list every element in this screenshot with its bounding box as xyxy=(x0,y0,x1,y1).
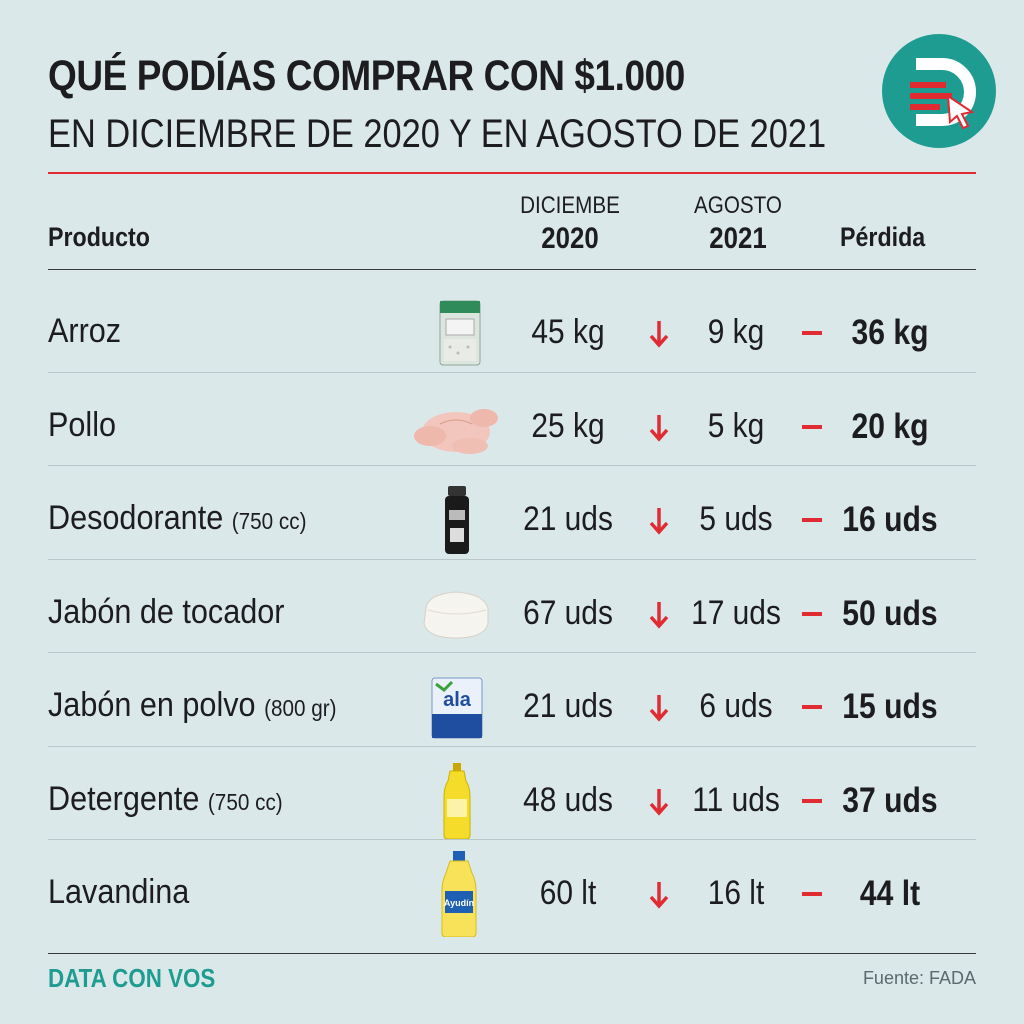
minus-icon xyxy=(802,611,822,616)
page-title: QUÉ PODÍAS COMPRAR CON $1.000 xyxy=(48,52,685,100)
value-loss: 36 kg xyxy=(851,313,929,352)
row-divider xyxy=(48,372,976,373)
product-name: Desodorante (750 cc) xyxy=(48,499,307,538)
product-name: Jabón de tocador xyxy=(48,593,284,632)
value-dec-2020: 21 uds xyxy=(523,500,613,538)
row-divider xyxy=(48,559,976,560)
product-label: Pollo xyxy=(48,405,117,444)
table-row: Lavandina Ayudín 60 lt 16 lt 44 lt xyxy=(0,847,1024,940)
value-dec-2020: 45 kg xyxy=(531,313,605,351)
header-aug-year: 2021 xyxy=(709,222,767,255)
product-label: Detergente xyxy=(48,779,200,818)
header-product: Producto xyxy=(48,222,150,252)
source-note: Fuente: FADA xyxy=(862,968,976,988)
arrow-down-icon xyxy=(648,600,670,630)
value-aug-2021: 5 uds xyxy=(699,500,773,538)
product-name: Jabón en polvo (800 gr) xyxy=(48,686,337,725)
arrow-down-icon xyxy=(648,787,670,817)
value-dec-2020: 48 uds xyxy=(523,780,613,819)
product-note: (800 gr) xyxy=(264,695,337,721)
minus-icon xyxy=(802,798,822,803)
arrow-down-icon xyxy=(648,319,670,349)
product-name: Pollo xyxy=(48,406,116,445)
title-divider xyxy=(48,172,976,174)
chicken-icon xyxy=(410,394,502,465)
brand-wordmark: DATA CON VOS xyxy=(48,963,216,993)
deodorant-can-icon xyxy=(442,484,472,561)
soap-bar-icon xyxy=(418,584,494,649)
value-aug-2021: 9 kg xyxy=(707,313,765,351)
minus-icon xyxy=(802,892,822,896)
product-name: Lavandina xyxy=(48,873,189,912)
table-row: Detergente (750 cc) 48 uds 11 uds 37 uds xyxy=(0,754,1024,847)
arrow-down-icon xyxy=(648,413,670,443)
table-row: Jabón de tocador 67 uds 17 uds 50 uds xyxy=(0,567,1024,660)
value-aug-2021: 17 uds xyxy=(691,593,781,632)
table-row: Desodorante (750 cc) 21 uds 5 uds 16 uds xyxy=(0,473,1024,566)
product-label: Lavandina xyxy=(48,873,190,911)
value-aug-2021: 6 uds xyxy=(699,687,773,725)
arrow-down-icon xyxy=(648,506,670,536)
value-aug-2021: 11 uds xyxy=(692,780,780,819)
dish-detergent-bottle-icon xyxy=(442,762,472,844)
value-dec-2020: 60 lt xyxy=(539,874,597,912)
row-divider xyxy=(48,652,976,653)
product-name: Arroz xyxy=(48,312,121,351)
row-divider xyxy=(48,465,976,466)
minus-icon xyxy=(802,331,822,335)
product-note: (750 cc) xyxy=(231,508,307,534)
bleach-bottle-icon: Ayudín xyxy=(440,851,478,942)
table-row: Jabón en polvo (800 gr) ala 21 uds 6 uds 15 … xyxy=(0,660,1024,753)
header-divider xyxy=(48,269,976,270)
value-loss: 50 uds xyxy=(842,593,938,633)
table-row: Arroz 45 kg 9 kg 36 kg xyxy=(0,286,1024,379)
value-dec-2020: 25 kg xyxy=(531,406,605,445)
powder-detergent-box-icon: ala xyxy=(430,674,484,745)
rice-bag-icon xyxy=(436,297,484,374)
row-divider xyxy=(48,746,976,747)
header-aug-label: AGOSTO xyxy=(694,192,782,219)
product-label: Arroz xyxy=(48,312,122,350)
header-loss: Pérdida xyxy=(840,222,926,252)
value-dec-2020: 67 uds xyxy=(523,593,613,632)
svg-text:ala: ala xyxy=(443,689,472,711)
value-loss: 20 kg xyxy=(851,406,929,446)
product-label: Jabón de tocador xyxy=(48,592,285,631)
product-note: (750 cc) xyxy=(207,788,283,815)
brand-logo-icon xyxy=(882,34,996,148)
product-label: Desodorante xyxy=(48,499,224,537)
header-dec-label: DICIEMBE xyxy=(520,192,620,219)
page-subtitle: EN DICIEMBRE DE 2020 Y EN AGOSTO DE 2021 xyxy=(48,112,827,156)
minus-icon xyxy=(802,424,822,429)
arrow-down-icon xyxy=(648,880,670,910)
minus-icon xyxy=(802,518,822,522)
value-loss: 15 uds xyxy=(842,687,938,726)
header-dec-year: 2020 xyxy=(541,222,599,255)
svg-text:Ayudín: Ayudín xyxy=(444,898,474,908)
minus-icon xyxy=(802,705,822,709)
value-loss: 16 uds xyxy=(842,500,938,539)
value-loss: 44 lt xyxy=(859,874,921,913)
product-name: Detergente (750 cc) xyxy=(48,780,283,819)
product-label: Jabón en polvo xyxy=(48,686,256,724)
value-dec-2020: 21 uds xyxy=(523,687,613,725)
row-divider xyxy=(48,839,976,840)
arrow-down-icon xyxy=(648,693,670,723)
value-aug-2021: 5 kg xyxy=(707,406,765,445)
table-row: Pollo 25 kg 5 kg 20 kg xyxy=(0,380,1024,473)
value-loss: 37 uds xyxy=(842,780,938,820)
value-aug-2021: 16 lt xyxy=(707,874,765,912)
footer-divider xyxy=(48,953,976,954)
